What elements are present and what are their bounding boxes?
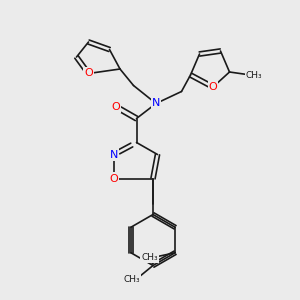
Text: CH₃: CH₃ [141, 253, 158, 262]
Text: O: O [84, 68, 93, 79]
Text: O: O [110, 173, 118, 184]
Text: N: N [152, 98, 160, 109]
Text: CH₃: CH₃ [124, 274, 140, 284]
Text: O: O [111, 101, 120, 112]
Text: CH₃: CH₃ [246, 70, 262, 80]
Text: N: N [110, 149, 118, 160]
Text: O: O [208, 82, 217, 92]
